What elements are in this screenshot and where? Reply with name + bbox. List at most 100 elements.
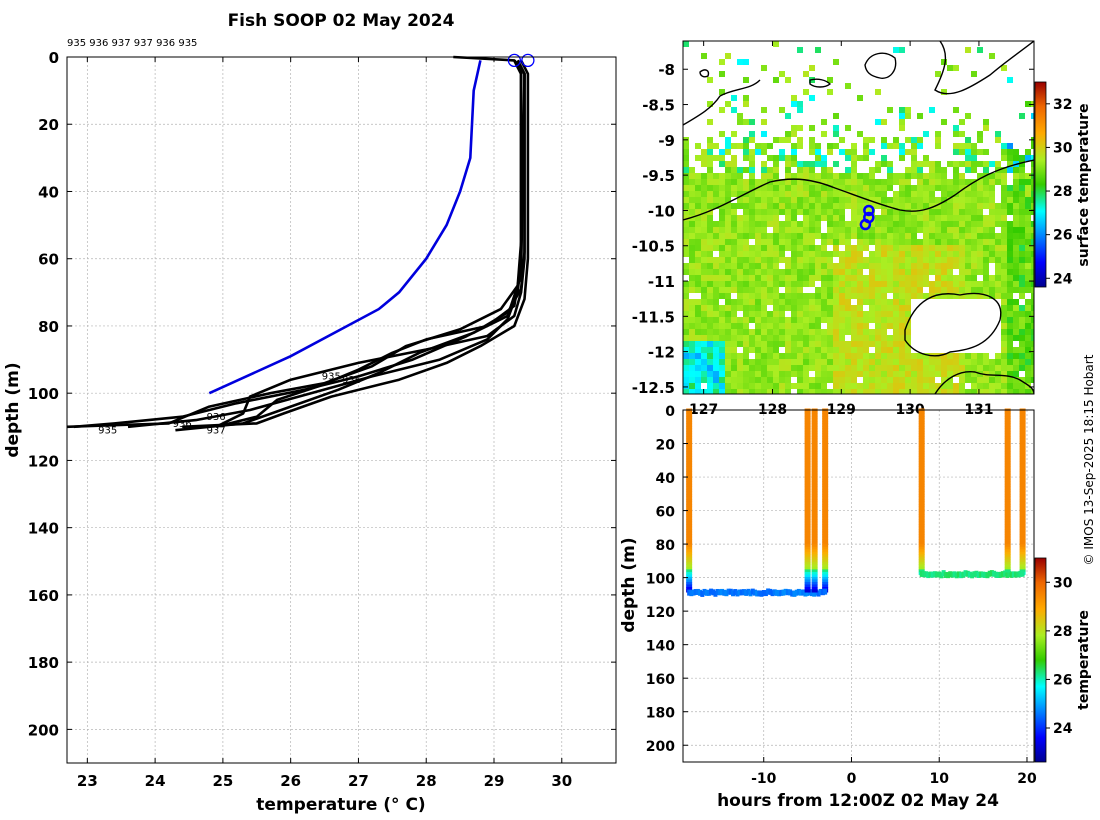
- sst-cell: [923, 203, 929, 209]
- timeseries-cell: [1004, 483, 1011, 487]
- sst-cell: [827, 293, 833, 299]
- sst-cell: [755, 377, 761, 383]
- sst-cell: [683, 299, 689, 305]
- sst-cell: [971, 371, 977, 377]
- sst-cell: [827, 311, 833, 317]
- sst-cell: [869, 341, 875, 347]
- timeseries-cell: [804, 411, 811, 415]
- timeseries-cell: [822, 476, 829, 480]
- sst-cell: [1019, 167, 1025, 173]
- sst-cell: [923, 269, 929, 275]
- sst-cell: [953, 275, 959, 281]
- timeseries-cell: [686, 446, 693, 450]
- sst-cell: [725, 149, 731, 155]
- sst-cell: [761, 179, 767, 185]
- sst-cell: [869, 389, 875, 394]
- sst-cell: [839, 287, 845, 293]
- sst-cell: [845, 233, 851, 239]
- timeseries-cell: [811, 571, 818, 575]
- sst-cell: [941, 167, 947, 173]
- sst-cell: [773, 215, 779, 221]
- sst-cell: [845, 125, 851, 131]
- sst-cell: [701, 323, 707, 329]
- sst-cell: [719, 155, 725, 161]
- sst-cell: [851, 245, 857, 251]
- sst-cell: [803, 209, 809, 215]
- sst-cell: [827, 203, 833, 209]
- sst-cell: [791, 269, 797, 275]
- sst-cell: [1007, 155, 1013, 161]
- timeseries-cell: [686, 421, 693, 425]
- sst-cell: [761, 347, 767, 353]
- sst-cell: [929, 263, 935, 269]
- sst-cell: [701, 179, 707, 185]
- timeseries-cell: [686, 488, 693, 492]
- sst-cell: [953, 389, 959, 394]
- sst-cell: [977, 257, 983, 263]
- profile-ylabel: depth (m): [3, 362, 23, 457]
- sst-cell: [983, 221, 989, 227]
- sst-cell: [767, 257, 773, 263]
- sst-cell: [977, 377, 983, 383]
- sst-cell: [911, 185, 917, 191]
- sst-cell: [839, 233, 845, 239]
- sst-cell: [1013, 299, 1019, 305]
- sst-cell: [773, 227, 779, 233]
- sst-cell: [941, 191, 947, 197]
- sst-cell: [953, 197, 959, 203]
- sst-cell: [887, 257, 893, 263]
- sst-cell: [809, 173, 815, 179]
- sst-cell: [779, 389, 785, 394]
- sst-cell: [869, 137, 875, 143]
- sst-cell: [737, 191, 743, 197]
- sst-cell: [743, 155, 749, 161]
- sst-cell: [1019, 389, 1025, 394]
- timeseries-cell: [686, 471, 693, 475]
- timeseries-cell: [1019, 491, 1026, 495]
- sst-cell: [983, 179, 989, 185]
- sst-cell: [713, 365, 719, 371]
- timeseries-cell: [822, 448, 829, 452]
- sst-cell: [857, 227, 863, 233]
- map-colorbar: [1034, 81, 1047, 288]
- timeseries-cell: [686, 418, 693, 422]
- sst-cell: [827, 371, 833, 377]
- sst-cell: [869, 365, 875, 371]
- sst-cell: [893, 263, 899, 269]
- sst-cell: [839, 185, 845, 191]
- sst-cell: [1013, 263, 1019, 269]
- sst-cell: [773, 389, 779, 394]
- sst-cell: [851, 251, 857, 257]
- timeseries-cell: [811, 451, 818, 455]
- sst-cell: [785, 77, 791, 83]
- sst-cell: [965, 239, 971, 245]
- sst-cell: [989, 245, 995, 251]
- sst-cell: [863, 179, 869, 185]
- sst-cell: [959, 209, 965, 215]
- sst-cell: [755, 287, 761, 293]
- timeseries-cell: [811, 496, 818, 500]
- timeseries-colorbar: [1034, 557, 1047, 763]
- sst-cell: [749, 197, 755, 203]
- sst-cell: [851, 167, 857, 173]
- sst-cell: [965, 293, 971, 299]
- timeseries-cell: [1019, 453, 1026, 457]
- sst-cell: [761, 269, 767, 275]
- sst-cell: [905, 239, 911, 245]
- sst-cell: [743, 167, 749, 173]
- sst-cell: [809, 137, 815, 143]
- sst-cell: [713, 143, 719, 149]
- sst-cell: [1007, 377, 1013, 383]
- sst-cell: [803, 269, 809, 275]
- sst-cell: [749, 287, 755, 293]
- sst-cell: [869, 167, 875, 173]
- sst-cell: [761, 305, 767, 311]
- sst-cell: [881, 209, 887, 215]
- sst-cell: [743, 185, 749, 191]
- sst-cell: [1019, 161, 1025, 167]
- sst-cell: [785, 245, 791, 251]
- timeseries-ytick-label: 40: [656, 471, 676, 487]
- sst-cell: [905, 173, 911, 179]
- sst-cell: [737, 263, 743, 269]
- sst-cell: [809, 329, 815, 335]
